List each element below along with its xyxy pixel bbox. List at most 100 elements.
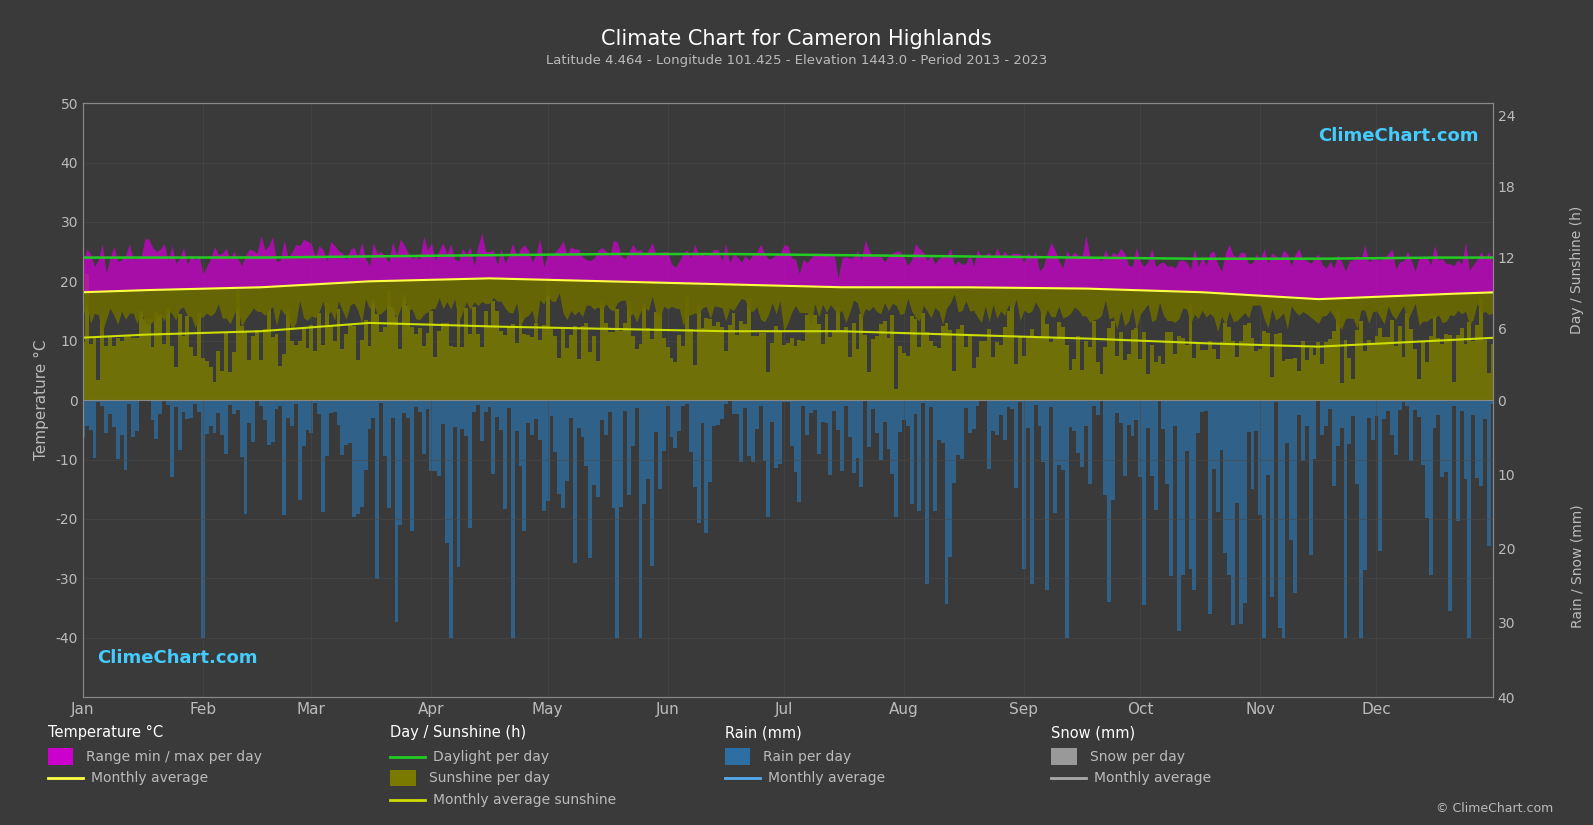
Bar xyxy=(1200,350,1204,400)
Text: ClimeChart.com: ClimeChart.com xyxy=(1317,127,1478,145)
Bar xyxy=(1456,400,1459,521)
Bar xyxy=(225,400,228,454)
Bar xyxy=(495,311,499,400)
Bar xyxy=(205,361,209,400)
Bar xyxy=(379,332,382,400)
Bar xyxy=(1383,400,1386,419)
Bar xyxy=(844,400,847,406)
Bar xyxy=(975,400,980,406)
Bar xyxy=(209,400,212,426)
Bar xyxy=(1026,400,1029,428)
Text: Latitude 4.464 - Longitude 101.425 - Elevation 1443.0 - Period 2013 - 2023: Latitude 4.464 - Longitude 101.425 - Ele… xyxy=(546,54,1047,67)
Bar xyxy=(290,400,295,426)
Bar xyxy=(314,400,317,403)
Bar xyxy=(1483,400,1486,419)
Bar xyxy=(406,400,409,418)
Bar xyxy=(1042,400,1045,461)
Bar xyxy=(441,323,444,400)
Bar xyxy=(847,356,852,400)
Bar xyxy=(661,400,666,451)
Bar xyxy=(236,290,239,400)
Bar xyxy=(561,327,566,400)
Bar xyxy=(1378,328,1383,400)
Bar xyxy=(301,329,306,400)
Bar xyxy=(1056,322,1061,400)
Bar xyxy=(720,327,723,400)
Bar xyxy=(1254,351,1258,400)
Bar xyxy=(1034,400,1037,404)
Bar xyxy=(661,338,666,400)
Bar xyxy=(274,333,279,400)
Bar xyxy=(1486,400,1491,546)
Bar xyxy=(1083,400,1088,426)
Bar xyxy=(479,400,484,441)
Bar xyxy=(631,400,634,446)
Bar xyxy=(972,400,975,429)
Bar xyxy=(1432,400,1437,428)
Bar xyxy=(201,400,205,638)
Bar xyxy=(933,346,937,400)
Bar xyxy=(460,347,464,400)
Bar xyxy=(433,400,436,471)
Bar xyxy=(812,314,817,400)
Bar xyxy=(1410,400,1413,460)
Bar xyxy=(360,340,363,400)
Bar xyxy=(260,400,263,406)
Bar xyxy=(266,400,271,446)
Bar xyxy=(282,355,287,400)
Bar xyxy=(1204,400,1207,411)
Bar xyxy=(717,322,720,400)
Bar xyxy=(1294,400,1297,593)
Bar xyxy=(1091,400,1096,406)
Bar xyxy=(1266,400,1270,474)
Bar xyxy=(170,400,174,477)
Bar xyxy=(1448,400,1451,610)
Bar xyxy=(1153,361,1158,400)
Bar xyxy=(1359,400,1364,638)
Bar xyxy=(731,313,736,400)
Bar xyxy=(1405,314,1410,400)
Bar xyxy=(825,314,828,400)
Bar xyxy=(209,367,212,400)
Bar xyxy=(817,323,820,400)
Bar xyxy=(368,346,371,400)
Bar xyxy=(1321,400,1324,435)
Bar xyxy=(341,350,344,400)
Bar xyxy=(991,400,996,431)
Bar xyxy=(1445,400,1448,472)
Bar xyxy=(723,400,728,403)
Bar xyxy=(553,400,558,452)
Bar xyxy=(1115,356,1118,400)
Bar xyxy=(918,347,921,400)
Bar xyxy=(669,400,674,437)
Bar xyxy=(1472,341,1475,400)
Bar xyxy=(1286,400,1289,442)
Bar xyxy=(390,307,395,400)
Bar xyxy=(867,372,871,400)
Bar xyxy=(852,400,855,474)
Bar xyxy=(1424,362,1429,400)
Bar xyxy=(306,348,309,400)
Bar xyxy=(1034,336,1037,400)
Bar xyxy=(1235,357,1239,400)
Bar xyxy=(820,344,825,400)
Bar xyxy=(812,400,817,410)
Bar xyxy=(143,319,147,400)
Bar xyxy=(1309,400,1313,555)
Bar xyxy=(247,400,252,423)
Bar xyxy=(371,300,376,400)
Bar xyxy=(550,400,553,417)
Bar xyxy=(355,400,360,514)
Text: Daylight per day: Daylight per day xyxy=(433,750,550,763)
Bar xyxy=(1042,311,1045,400)
Bar xyxy=(515,342,519,400)
Bar xyxy=(1091,321,1096,400)
Bar xyxy=(736,335,739,400)
Bar xyxy=(430,311,433,400)
Bar xyxy=(271,337,274,400)
Bar xyxy=(390,400,395,418)
Bar xyxy=(577,359,580,400)
Bar xyxy=(836,400,840,431)
Bar xyxy=(436,400,441,475)
Bar xyxy=(1072,400,1077,431)
